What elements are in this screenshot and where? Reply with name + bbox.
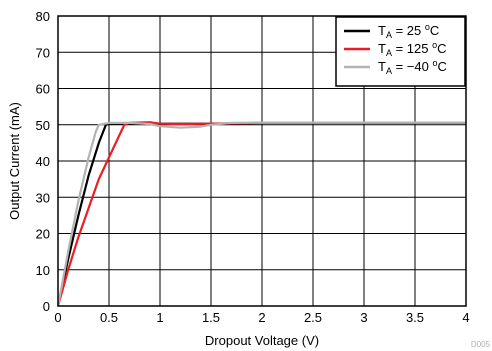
y-axis-label: Output Current (mA) — [7, 102, 22, 220]
y-tick-label: 20 — [36, 227, 50, 242]
y-tick-label: 0 — [43, 299, 50, 314]
legend-box — [335, 16, 466, 87]
x-axis-label: Dropout Voltage (V) — [205, 333, 319, 348]
legend-label: TA = 25 oC — [378, 22, 439, 40]
x-tick-label: 3.5 — [406, 310, 424, 325]
x-tick-label: 2.5 — [304, 310, 322, 325]
x-tick-label: 3 — [360, 310, 367, 325]
y-tick-labels: 0 10 20 30 40 50 60 70 80 — [36, 9, 50, 314]
x-tick-labels: 0 0.5 1 1.5 2 2.5 3 3.5 4 — [54, 310, 469, 325]
x-tick-label: 0.5 — [100, 310, 118, 325]
x-tick-label: 2 — [258, 310, 265, 325]
x-tick-label: 0 — [54, 310, 61, 325]
watermark: D005 — [471, 340, 491, 349]
x-tick-label: 1 — [156, 310, 163, 325]
series-line — [56, 121, 466, 307]
y-tick-label: 50 — [36, 118, 50, 133]
legend-label: TA = 125 oC — [378, 40, 447, 58]
y-tick-label: 40 — [36, 154, 50, 169]
y-tick-label: 80 — [36, 9, 50, 24]
y-tick-label: 60 — [36, 82, 50, 97]
plot-frame — [57, 15, 467, 307]
y-tick-label: 30 — [36, 190, 50, 205]
series-lines — [56, 121, 466, 307]
x-tick-label: 4 — [462, 310, 469, 325]
legend-label: TA = −40 oC — [378, 58, 447, 76]
y-tick-label: 10 — [36, 263, 50, 278]
x-tick-label: 1.5 — [202, 310, 220, 325]
y-tick-label: 70 — [36, 45, 50, 60]
